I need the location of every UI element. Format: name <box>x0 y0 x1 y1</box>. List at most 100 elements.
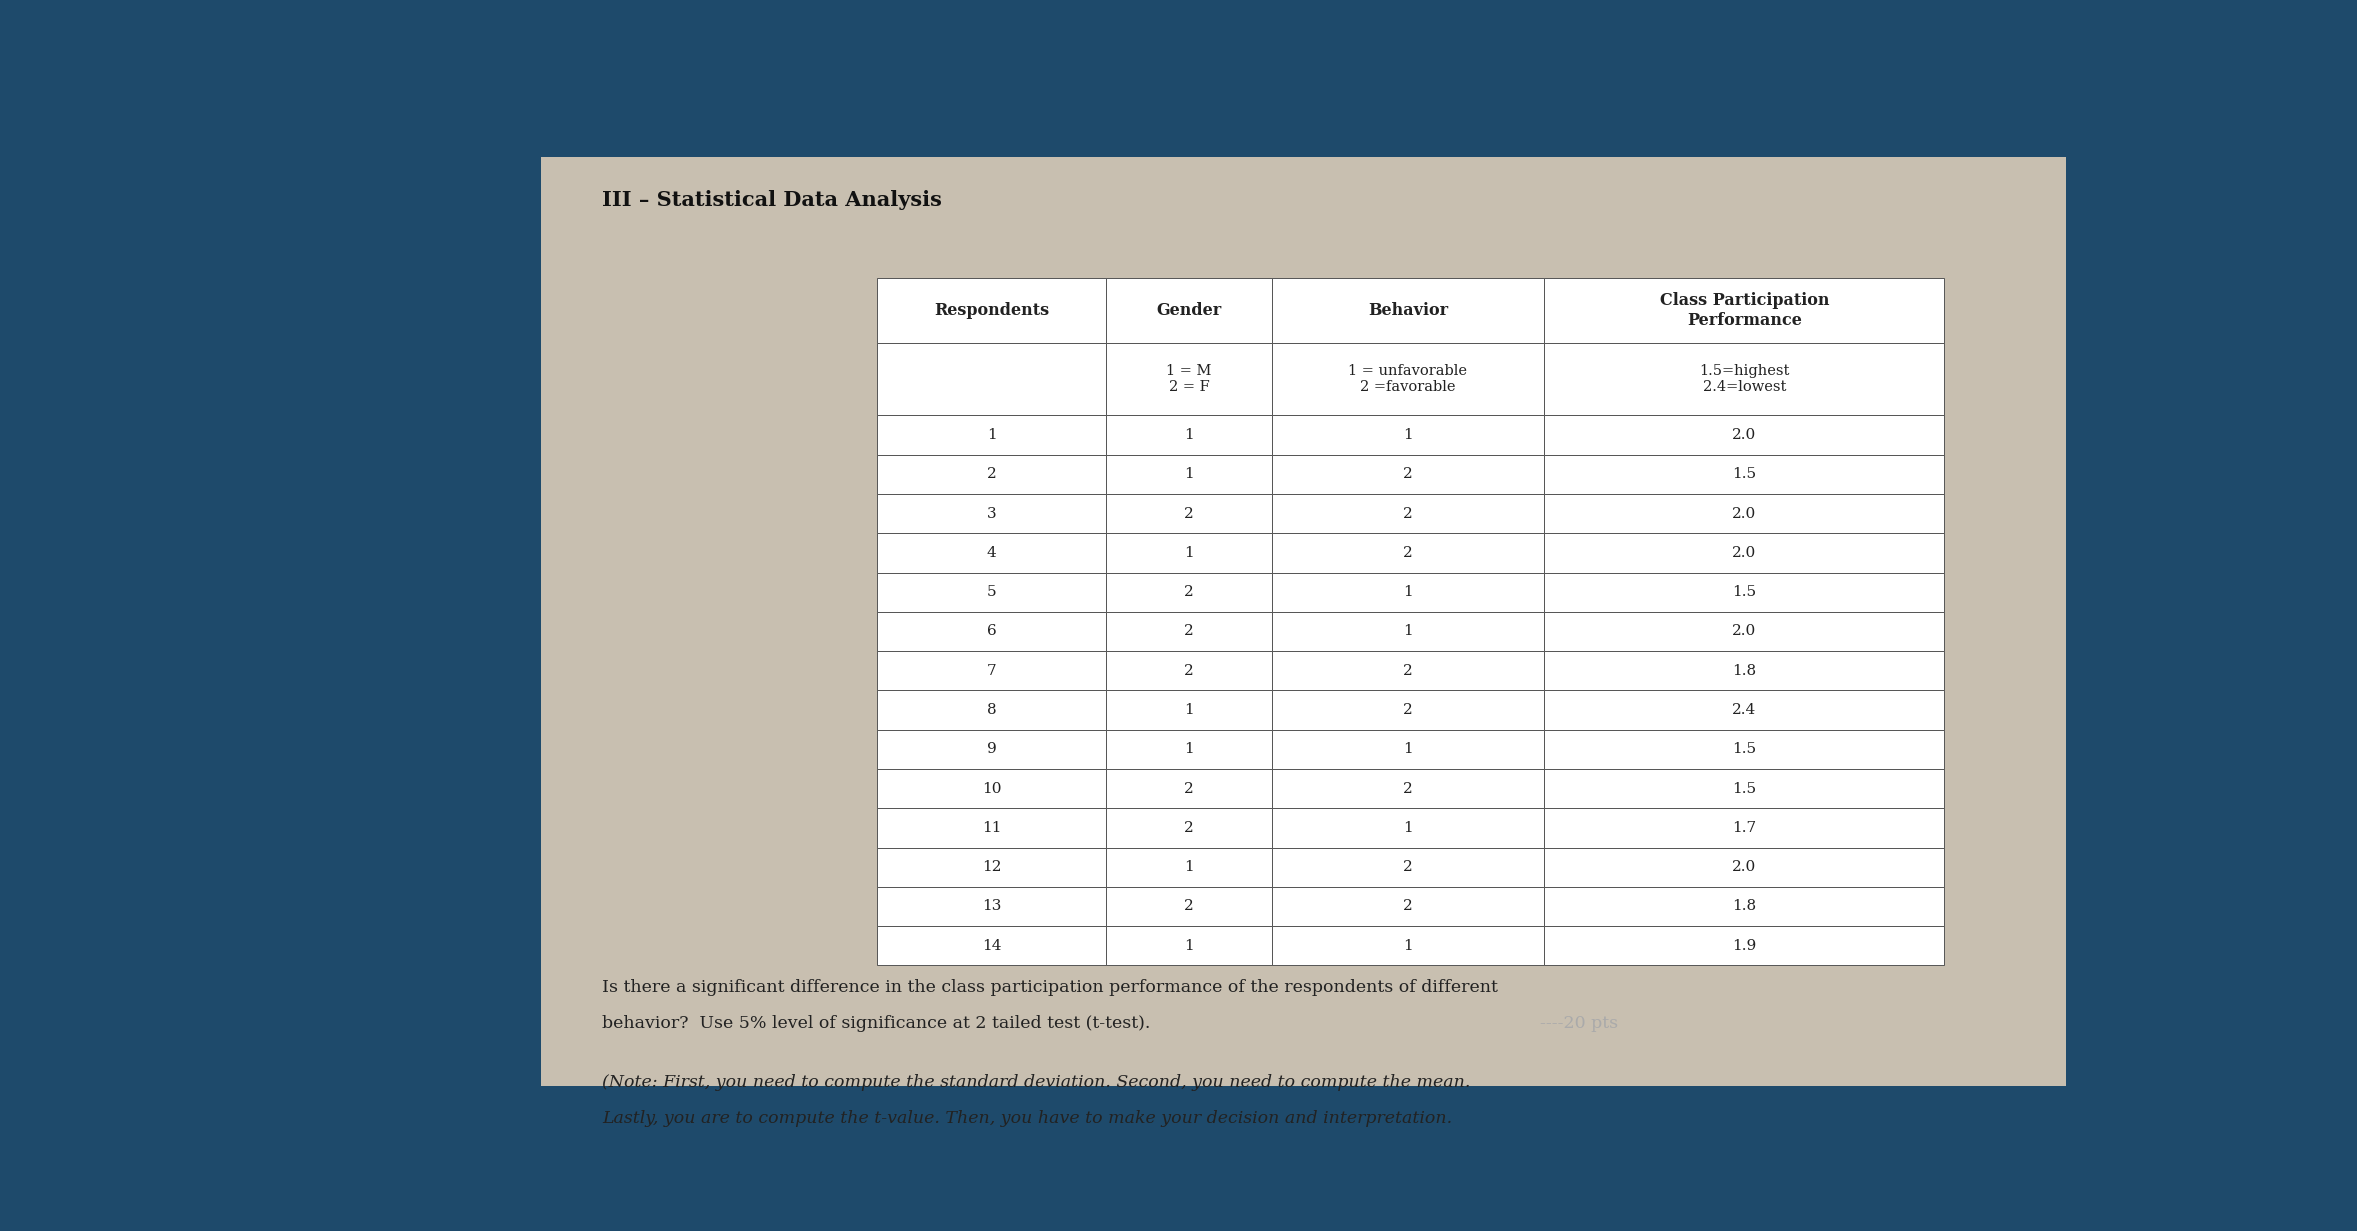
Text: 1: 1 <box>1183 468 1195 481</box>
Text: Behavior: Behavior <box>1367 302 1447 319</box>
Bar <box>1273 454 1544 494</box>
Bar <box>1544 454 1945 494</box>
Bar <box>877 847 1105 886</box>
Bar <box>1273 847 1544 886</box>
Text: 1: 1 <box>1183 428 1195 442</box>
Text: 2: 2 <box>1183 585 1195 599</box>
Text: 2: 2 <box>1183 507 1195 521</box>
Text: 2: 2 <box>1183 900 1195 913</box>
Text: 1.7: 1.7 <box>1732 821 1756 835</box>
Bar <box>1544 278 1945 343</box>
Text: 9: 9 <box>988 742 997 756</box>
Text: 1.8: 1.8 <box>1732 900 1756 913</box>
Text: 1.5=highest
2.4=lowest: 1.5=highest 2.4=lowest <box>1699 364 1789 394</box>
Text: 1: 1 <box>1183 545 1195 560</box>
Bar <box>877 769 1105 809</box>
Text: 2: 2 <box>1183 664 1195 678</box>
Bar <box>1105 454 1273 494</box>
Bar <box>1273 572 1544 612</box>
Text: Lastly, you are to compute the t-value. Then, you have to make your decision and: Lastly, you are to compute the t-value. … <box>603 1110 1452 1128</box>
Text: Is there a significant difference in the class participation performance of the : Is there a significant difference in the… <box>603 980 1499 996</box>
Bar <box>1273 730 1544 769</box>
Bar <box>1273 809 1544 847</box>
Text: 1.5: 1.5 <box>1732 468 1756 481</box>
Text: 12: 12 <box>983 860 1002 874</box>
Text: 7: 7 <box>988 664 997 678</box>
Bar <box>1105 691 1273 730</box>
Text: 1: 1 <box>1183 703 1195 716</box>
Bar <box>877 494 1105 533</box>
Text: behavior?  Use 5% level of significance at 2 tailed test (t-test).: behavior? Use 5% level of significance a… <box>603 1016 1162 1033</box>
Text: III – Statistical Data Analysis: III – Statistical Data Analysis <box>603 190 943 209</box>
Bar <box>877 691 1105 730</box>
Bar <box>877 926 1105 965</box>
Text: 2: 2 <box>1402 860 1412 874</box>
Text: 2.0: 2.0 <box>1732 545 1756 560</box>
Bar <box>1544 691 1945 730</box>
Bar <box>1105 847 1273 886</box>
Text: 2: 2 <box>1183 624 1195 639</box>
Text: 1.9: 1.9 <box>1732 939 1756 953</box>
Bar <box>1544 612 1945 651</box>
Bar <box>877 572 1105 612</box>
Bar <box>1105 494 1273 533</box>
Bar <box>1544 730 1945 769</box>
Bar <box>877 886 1105 926</box>
Bar <box>1105 651 1273 691</box>
Text: 1: 1 <box>1402 585 1412 599</box>
Bar <box>877 651 1105 691</box>
Bar <box>1273 494 1544 533</box>
Text: 2.4: 2.4 <box>1732 703 1756 716</box>
Text: 2.0: 2.0 <box>1732 428 1756 442</box>
Text: 11: 11 <box>983 821 1002 835</box>
Text: 5: 5 <box>988 585 997 599</box>
Text: Respondents: Respondents <box>933 302 1049 319</box>
Bar <box>1544 847 1945 886</box>
Text: 2: 2 <box>1183 782 1195 795</box>
Text: 2: 2 <box>1183 821 1195 835</box>
Bar <box>1105 809 1273 847</box>
Text: 4: 4 <box>988 545 997 560</box>
Text: 2: 2 <box>1402 507 1412 521</box>
Text: 3: 3 <box>988 507 997 521</box>
Bar <box>1544 809 1945 847</box>
Text: 1.5: 1.5 <box>1732 585 1756 599</box>
Text: 2: 2 <box>1402 900 1412 913</box>
Text: 1: 1 <box>1183 742 1195 756</box>
Text: 2: 2 <box>1402 664 1412 678</box>
Text: 1 = M
2 = F: 1 = M 2 = F <box>1167 364 1211 394</box>
Bar <box>1273 533 1544 572</box>
Bar <box>1105 343 1273 415</box>
Bar <box>1273 343 1544 415</box>
Text: 2: 2 <box>1402 782 1412 795</box>
Bar <box>1105 278 1273 343</box>
Bar <box>1273 769 1544 809</box>
Bar <box>1544 343 1945 415</box>
Text: 1 = unfavorable
2 =favorable: 1 = unfavorable 2 =favorable <box>1348 364 1468 394</box>
Text: 2.0: 2.0 <box>1732 624 1756 639</box>
Text: 1: 1 <box>988 428 997 442</box>
Text: 1.8: 1.8 <box>1732 664 1756 678</box>
Text: 1: 1 <box>1402 624 1412 639</box>
Bar <box>542 158 2067 1086</box>
Text: 2: 2 <box>1402 468 1412 481</box>
Bar <box>1544 572 1945 612</box>
Bar <box>1105 926 1273 965</box>
Text: Class Participation
Performance: Class Participation Performance <box>1659 292 1829 329</box>
Bar <box>877 415 1105 454</box>
Bar <box>1273 278 1544 343</box>
Text: 2.0: 2.0 <box>1732 507 1756 521</box>
Bar <box>1105 612 1273 651</box>
Bar <box>1544 533 1945 572</box>
Bar <box>1105 886 1273 926</box>
Bar <box>1544 926 1945 965</box>
Text: 1: 1 <box>1402 821 1412 835</box>
Bar <box>1544 415 1945 454</box>
Bar <box>877 612 1105 651</box>
Bar <box>1273 651 1544 691</box>
Text: 1.5: 1.5 <box>1732 742 1756 756</box>
Bar <box>1544 886 1945 926</box>
Bar <box>1544 769 1945 809</box>
Text: 1: 1 <box>1183 939 1195 953</box>
Text: ----20 pts: ----20 pts <box>1539 1016 1619 1033</box>
